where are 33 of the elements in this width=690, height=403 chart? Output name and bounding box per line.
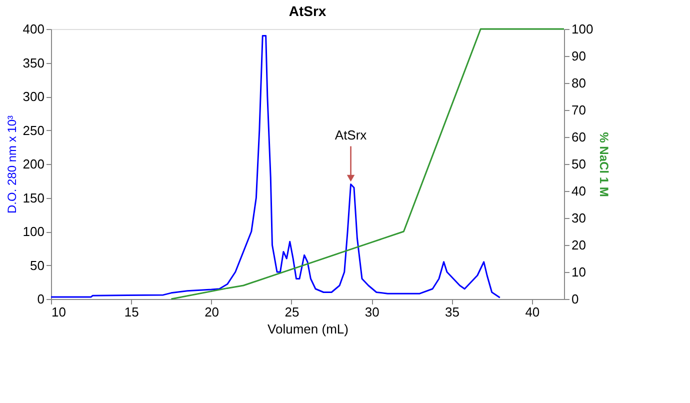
y-axis-title: D.O. 280 nm x 10³ [4,115,19,214]
y2-tick-label: 60 [572,130,586,144]
x-tick-label: 35 [445,304,460,320]
y2-tick-label: 90 [572,48,586,64]
x-tick-label: 20 [204,304,220,320]
y-tick-label: 200 [22,156,44,172]
x-tick-label: 30 [364,304,380,320]
x-axis-title: Volumen (mL) [268,322,348,336]
y2-tick-label: 70 [572,102,586,118]
x-tick-label: 15 [124,304,139,320]
y-tick-label: 50 [30,258,44,273]
y2-tick-label: 50 [572,156,586,172]
y-tick-label: 250 [22,122,44,138]
annotation: AtSrx [334,127,368,142]
y2-tick-label: 20 [572,238,586,252]
y2-tick-label: 10 [572,264,586,280]
y2-axis-title: % NaCl 1 M [597,132,612,197]
y2-tick-label: 80 [572,76,586,90]
x-tick-label: 25 [284,304,300,320]
y2-tick-label: 40 [572,184,586,198]
x-tick-label: 10 [52,304,66,320]
y-tick-label: 300 [22,89,44,104]
y-tick-label: 100 [22,224,44,239]
y2-tick-label: 100 [572,22,594,36]
chart-title: AtSrx [288,3,326,19]
y-tick-label: 350 [22,55,44,70]
y2-tick-label: 30 [572,210,586,226]
y-tick-label: 150 [22,190,44,206]
y-tick-label: 400 [22,22,44,36]
line-series [50,35,501,298]
y-tick-label: 0 [37,292,44,306]
x-tick-label: 40 [525,304,540,320]
y2-tick-label: 0 [572,292,579,306]
